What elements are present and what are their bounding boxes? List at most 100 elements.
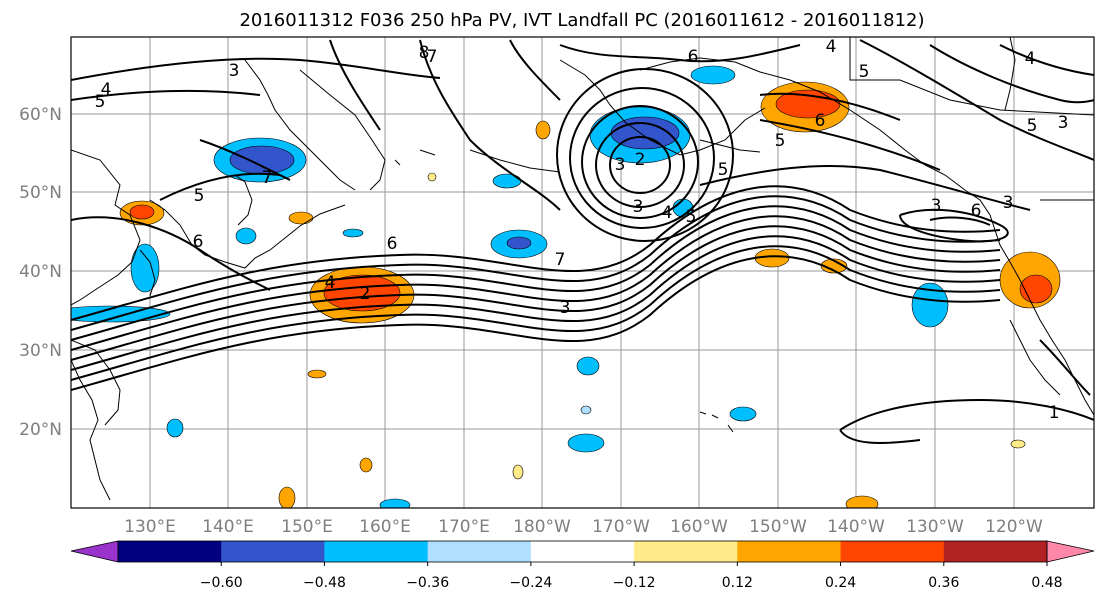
contour-label: 3 <box>229 61 240 81</box>
pv-anomaly-region <box>512 464 524 480</box>
coastline <box>244 59 356 191</box>
colorbar-tick-label: 0.24 <box>825 575 856 591</box>
ivt-contour <box>559 44 801 63</box>
colorbar-tick-label: −0.36 <box>406 575 449 591</box>
ivt-contours <box>71 39 1094 444</box>
colorbar-extend-high <box>1046 540 1095 563</box>
map-frame <box>70 36 1095 509</box>
lon-tick-label: 130°W <box>906 517 964 537</box>
contour-label: 3 <box>1058 113 1069 133</box>
lon-tick-label: 160°W <box>670 517 728 537</box>
pv-anomaly-region <box>576 356 600 376</box>
contour-label: 5 <box>718 160 729 180</box>
contour-label: 3 <box>560 298 571 318</box>
colorbar-segment <box>737 541 842 562</box>
coastline <box>149 199 346 269</box>
coastline <box>71 339 121 426</box>
ivt-contour <box>329 39 381 131</box>
ivt-contour <box>71 255 1001 391</box>
chart-title: 2016011312 F036 250 hPa PV, IVT Landfall… <box>239 10 924 31</box>
colorbar-tick-labels: −0.60 −0.48 −0.36 −0.24 −0.12 0.12 0.24 0.36 0.4… <box>200 562 1063 591</box>
colorbar-segment <box>427 541 532 562</box>
ivt-contour <box>859 39 1094 161</box>
ivt-contour <box>1039 339 1091 396</box>
ivt-contour <box>71 245 1001 381</box>
contour-label: 2 <box>360 284 371 304</box>
ivt-contour <box>71 205 1001 341</box>
colorbar-segment <box>840 541 945 562</box>
contour-label: 3 <box>633 197 644 217</box>
contour-label: 5 <box>686 207 697 227</box>
pv-anomaly-region <box>506 236 532 250</box>
pv-anomaly-region <box>379 498 411 508</box>
contour-label: 3 <box>615 155 626 175</box>
lon-tick-label: 180°W <box>513 517 571 537</box>
contour-label: 7 <box>427 47 438 67</box>
coastline <box>469 149 561 173</box>
ivt-contour <box>699 164 1031 211</box>
lon-tick-label: 160°E <box>359 517 411 537</box>
contour-label: 5 <box>95 92 106 112</box>
pv-anomaly-region <box>235 227 257 245</box>
colorbar-tick-label: 0.36 <box>928 575 959 591</box>
lon-tick-label: 170°E <box>438 517 490 537</box>
ivt-contour <box>569 87 715 229</box>
contour-label: 5 <box>859 62 870 82</box>
ivt-contour <box>609 136 671 194</box>
contour-label: 7 <box>262 168 273 188</box>
ivt-contour <box>759 92 901 121</box>
lat-tick-label: 20°N <box>19 420 62 440</box>
coastline <box>299 69 386 191</box>
ivt-contour <box>929 44 1094 104</box>
ivt-contour <box>71 216 271 291</box>
colorbar-segment <box>118 541 222 562</box>
contour-label: 3 <box>931 196 942 216</box>
pv-anomaly-region <box>288 211 314 225</box>
contour-label: 4 <box>101 80 112 100</box>
ivt-contour <box>556 68 734 242</box>
ivt-contour <box>71 185 1001 321</box>
colorbar-tick-label: 0.48 <box>1031 575 1062 591</box>
coastline <box>419 149 436 156</box>
contour-label: 6 <box>688 47 699 67</box>
contour-label: 5 <box>1027 116 1038 136</box>
coastline <box>711 414 719 419</box>
colorbar-segment <box>943 541 1048 562</box>
contour-label: 1 <box>1049 403 1060 423</box>
colorbar-tick-label: −0.12 <box>613 575 656 591</box>
coastline <box>394 159 401 166</box>
pv-anomaly-region <box>580 405 592 415</box>
ivt-contour <box>71 195 1001 331</box>
contour-label: 4 <box>1025 49 1036 69</box>
longitude-tick-labels: 130°E 140°E 150°E 160°E 170°E 180°W 170°W 160°W… <box>124 517 1043 537</box>
pv-anomaly-region <box>690 65 736 85</box>
coastline <box>699 411 707 415</box>
pv-anomaly-region <box>342 228 364 238</box>
pv-anomaly-region <box>359 457 373 473</box>
ivt-contour <box>839 398 1094 431</box>
pv-anomaly-region <box>427 172 437 182</box>
colorbar-segment <box>324 541 429 562</box>
contour-label: 6 <box>971 201 982 221</box>
coastline <box>1009 319 1061 396</box>
pv-anomaly-region <box>845 495 879 508</box>
colorbar-segment <box>221 541 325 562</box>
lon-tick-label: 150°W <box>749 517 807 537</box>
coastlines <box>71 37 1094 501</box>
pv-anomaly-region <box>1010 439 1026 449</box>
ivt-contour <box>199 139 291 181</box>
colorbar-tick-label: 0.12 <box>722 575 753 591</box>
contour-label: 7 <box>555 250 566 270</box>
ivt-contour <box>71 215 1001 351</box>
lat-tick-label: 30°N <box>19 341 62 361</box>
colorbar-frame <box>117 540 1048 563</box>
contour-label: 6 <box>815 111 826 131</box>
pv-anomaly-region <box>911 282 949 328</box>
coastline <box>71 149 141 306</box>
ivt-contour <box>759 119 941 171</box>
pv-anomaly-region <box>820 258 848 274</box>
contour-label: 6 <box>193 232 204 252</box>
